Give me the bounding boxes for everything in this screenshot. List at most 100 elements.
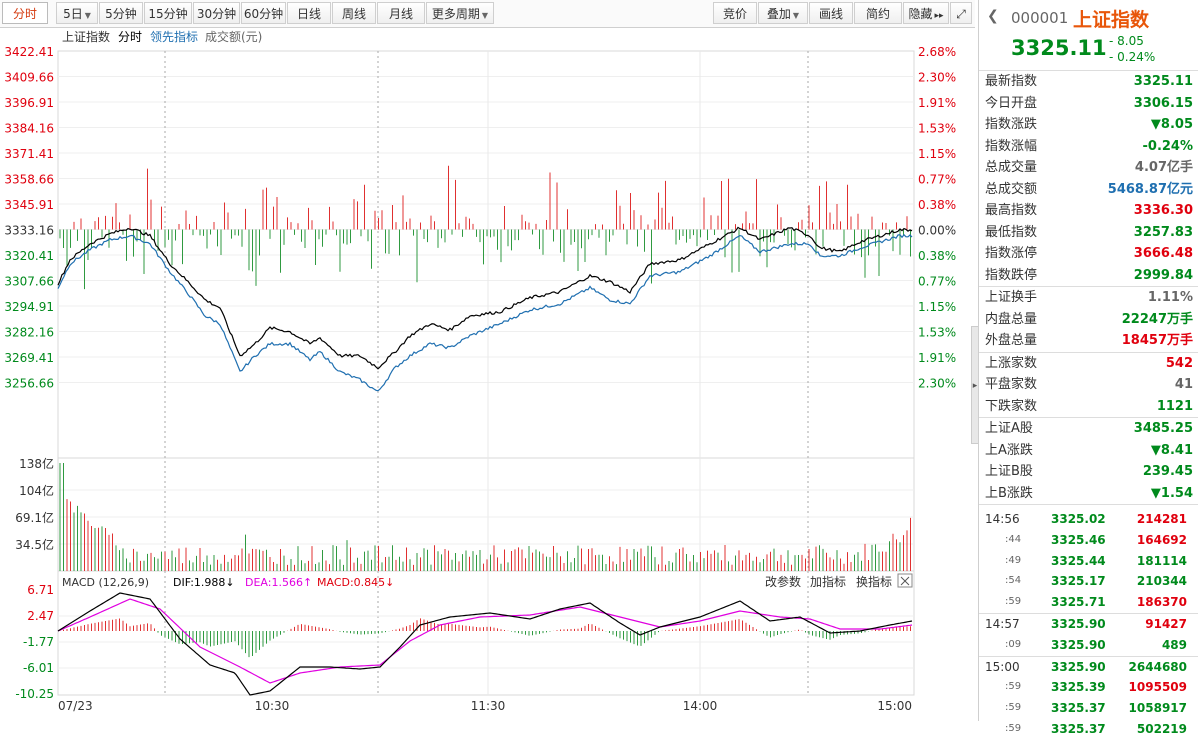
period-button[interactable]: 画线 [809, 2, 853, 24]
price-tick-label: 3345.91 [4, 198, 54, 212]
stat-value: 1.11% [1147, 290, 1193, 305]
chart-toolbar: 分时 5日 ▼ 5分钟 15分钟 30分钟 60分钟 日线 周线 月线 更多周期 ▼ 竞价 叠加 ▼ 画线 简约… [0, 0, 975, 28]
tick-price: 3325.90 [1051, 616, 1106, 631]
period-button[interactable]: 叠加 ▼ [758, 2, 808, 24]
macd-dif: DIF:1.988↓ [173, 576, 235, 589]
percent-tick-label: 2.68% [918, 45, 956, 59]
tick-row: :59 3325.37 502219 [979, 719, 1198, 740]
tick-row: :44 3325.46 164692 [979, 530, 1198, 551]
tick-time: 14:57 [985, 616, 1020, 631]
tick-time: 15:00 [985, 659, 1020, 674]
caret-down-icon: ▼ [792, 11, 800, 20]
period-button[interactable]: 日线 [287, 2, 331, 24]
button-label: 15分钟 [148, 7, 188, 21]
stat-row: 指数涨幅 -0.24% [979, 136, 1198, 158]
index-name: 上证指数 [1073, 9, 1150, 31]
price-tick-label: 3294.91 [4, 300, 54, 314]
period-button[interactable]: 隐藏 ▸▸ [903, 2, 949, 24]
macd-option-button: 换指标 [856, 574, 892, 589]
stat-value: 5468.87亿元 [1107, 181, 1193, 197]
stat-value: 22247万手 [1121, 311, 1193, 327]
stat-value: 3325.11 [1133, 74, 1193, 89]
period-button[interactable]: 5日 ▼ [56, 2, 98, 24]
stats-list: 最新指数 3325.11 今日开盘 3306.15 指数涨跌 ▼8.05 指数涨幅 -0.24… [979, 71, 1198, 505]
stat-label: 最高指数 [985, 203, 1038, 218]
button-label: 更多周期 [431, 7, 480, 21]
tick-list: 14:56 3325.02 214281:44 3325.46 164692:49 332… [979, 509, 1198, 740]
percent-tick-label: 0.00% [918, 224, 956, 238]
period-button[interactable]: 分时 [2, 2, 48, 24]
tick-row: :09 3325.90 489 [979, 635, 1198, 657]
macd-close-icon [900, 576, 910, 586]
stat-label: 平盘家数 [985, 377, 1038, 392]
stat-value: 3485.25 [1133, 421, 1193, 436]
stat-label: 上A涨跌 [985, 442, 1033, 458]
tick-price: 3325.02 [1051, 512, 1106, 526]
button-label: 分时 [12, 7, 37, 21]
percent-tick-label: 0.38% [918, 249, 956, 263]
button-label: 画线 [818, 7, 843, 21]
stat-value: 18457万手 [1121, 333, 1193, 348]
tick-volume: 502219 [1136, 721, 1187, 736]
period-button[interactable]: 30分钟 [193, 2, 240, 24]
price-tick-label: 3371.41 [4, 147, 54, 161]
stat-label: 今日开盘 [985, 95, 1038, 111]
button-label: ⤢ [956, 7, 966, 21]
stat-row: 最高指数 3336.30 [979, 200, 1198, 222]
stat-row: 上证换手 1.11% [979, 287, 1198, 309]
period-button[interactable]: 竞价 [713, 2, 757, 24]
stat-row: 指数跌停 2999.84 [979, 265, 1198, 287]
back-arrow-icon[interactable]: ❮ [987, 8, 999, 24]
stat-row: 今日开盘 3306.15 [979, 93, 1198, 115]
button-label: 30分钟 [196, 7, 237, 21]
percent-tick-label: 0.77% [918, 173, 956, 187]
stat-row: 上B涨跌 ▼1.54 [979, 483, 1198, 505]
stat-label: 最新指数 [985, 74, 1038, 89]
macd-tick-label: -1.77 [23, 635, 54, 649]
caret-down-icon: ▼ [84, 11, 91, 20]
tick-price: 3325.46 [1051, 532, 1106, 547]
stat-row: 上证B股 239.45 [979, 461, 1198, 483]
stat-value: 1121 [1156, 398, 1193, 414]
period-button[interactable]: 月线 [377, 2, 425, 24]
stat-value: ▼8.05 [1150, 117, 1193, 132]
button-label: 月线 [388, 7, 413, 21]
tick-time: :59 [1005, 681, 1022, 693]
stat-label: 指数涨停 [985, 246, 1038, 261]
macd-tick-label: 6.71 [27, 583, 54, 597]
stat-value: ▼1.54 [1150, 485, 1193, 501]
period-button[interactable]: 更多周期 ▼ [426, 2, 494, 24]
tick-volume: 181114 [1136, 553, 1187, 568]
price-tick-label: 3358.66 [4, 173, 54, 187]
tick-price: 3325.39 [1051, 680, 1106, 695]
change-percent: - 0.24% [1109, 50, 1156, 64]
index-price-line [57, 226, 913, 370]
period-button[interactable]: ⤢ [950, 2, 972, 24]
period-button[interactable]: 5分钟 [99, 2, 143, 24]
period-button[interactable]: 15分钟 [144, 2, 192, 24]
button-label: 周线 [341, 7, 366, 21]
period-button[interactable]: 周线 [332, 2, 376, 24]
tick-time: :59 [1005, 702, 1022, 714]
time-tick-label: 11:30 [471, 699, 506, 713]
time-tick-label: 14:00 [683, 699, 718, 713]
percent-tick-label: 1.53% [918, 326, 956, 340]
stat-row: 内盘总量 22247万手 [979, 309, 1198, 331]
percent-tick-label: 1.53% [918, 122, 956, 136]
stat-row: 平盘家数 41 [979, 374, 1198, 396]
stat-value: 41 [1174, 377, 1193, 392]
volume-tick-label: 34.5亿 [15, 537, 54, 552]
tick-row: :59 3325.37 1058917 [979, 698, 1198, 719]
button-label: 60分钟 [243, 7, 284, 21]
macd-panel-frame [57, 570, 915, 696]
stat-value: ▼8.41 [1150, 442, 1193, 458]
price-tick-label: 3282.16 [4, 326, 54, 340]
macd-tick-label: 2.47 [27, 609, 54, 623]
tick-volume: 214281 [1136, 512, 1187, 526]
tick-row: :59 3325.39 1095509 [979, 677, 1198, 698]
stat-row: 指数涨停 3666.48 [979, 243, 1198, 265]
period-button[interactable]: 60分钟 [241, 2, 286, 24]
caret-down-icon: ▼ [481, 11, 489, 20]
tick-volume: 91427 [1145, 616, 1187, 631]
period-button[interactable]: 简约 [854, 2, 902, 24]
